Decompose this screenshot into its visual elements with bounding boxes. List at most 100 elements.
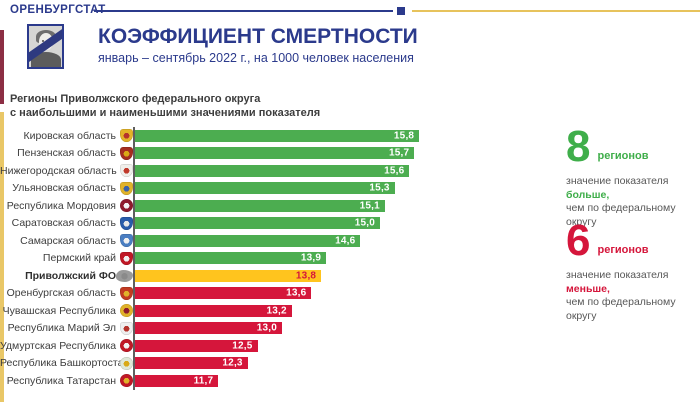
- bar-area: 13,0: [135, 320, 565, 338]
- chart-row: Республика Татарстан 11,7: [0, 372, 565, 390]
- bar-area: 15,0: [135, 215, 565, 233]
- region-label: Пензенская область: [17, 147, 116, 160]
- orenburgskaya-coat-of-arms-icon: [120, 286, 133, 300]
- section-heading-line2: с наибольшими и наименьшими значениями п…: [10, 107, 321, 119]
- chart-row: Республика Марий Эл 13,0: [0, 320, 565, 338]
- bar-area: 13,8: [135, 267, 565, 285]
- region-label: Республика Татарстан: [6, 374, 116, 387]
- chart-row: Чувашская Республика 13,2: [0, 302, 565, 320]
- bar-area: 11,7: [135, 372, 565, 390]
- stat-above-block: 8 регионов значение показателя больше, че…: [566, 125, 700, 229]
- samarskaya-coat-of-arms-icon: [120, 234, 133, 248]
- kirovskaya-coat-of-arms-icon: [120, 129, 133, 143]
- chart-row: Оренбургская область 13,6: [0, 285, 565, 303]
- header-rule-gold: [412, 10, 700, 12]
- bar-value-label: 15,0: [354, 217, 375, 229]
- region-label: Республика Мордовия: [6, 199, 116, 212]
- bar-value-label: 15,1: [359, 200, 380, 212]
- left-accent-stripe-bottom: [0, 112, 4, 402]
- brand-logo-text: ОРЕНБУРГСТАТ: [10, 4, 106, 16]
- nizhegorodskaya-coat-of-arms-icon: [120, 164, 133, 178]
- bar-area: 13,6: [135, 285, 565, 303]
- value-bar: 12,5: [135, 339, 258, 352]
- bar-chart: Кировская область 15,8 Пензенская область 1…: [0, 127, 565, 390]
- bar-value-label: 12,5: [232, 340, 253, 352]
- region-label: Пермский край: [42, 252, 116, 265]
- portrait-shoulders: [30, 52, 61, 67]
- page-title: КОЭФФИЦИЕНТ СМЕРТНОСТИ: [98, 25, 418, 48]
- region-label: Чувашская Республика: [2, 304, 116, 317]
- tatarstan-coat-of-arms-icon: [120, 374, 133, 388]
- bar-area: 15,7: [135, 145, 565, 163]
- bar-value-label: 14,6: [335, 235, 356, 247]
- bar-value-label: 15,3: [369, 182, 390, 194]
- stat-below-text2: чем по федеральному округу: [566, 296, 676, 322]
- left-accent-stripe-top: [0, 30, 4, 104]
- bar-area: 13,9: [135, 250, 565, 268]
- chart-row: Приволжский ФО 13,8: [0, 267, 565, 285]
- bar-area: 15,6: [135, 162, 565, 180]
- stat-below-description: значение показателя меньше, чем по федера…: [566, 269, 700, 323]
- value-bar: 14,6: [135, 234, 361, 247]
- stat-above-highlight: больше,: [566, 188, 610, 201]
- value-bar: 15,6: [135, 164, 410, 177]
- region-label: Республика Башкортостан: [0, 357, 130, 370]
- region-label: Республика Марий Эл: [7, 322, 116, 335]
- bar-value-label: 15,6: [384, 165, 405, 177]
- bar-area: 14,6: [135, 232, 565, 250]
- region-label: Нижегородская область: [0, 164, 117, 177]
- bar-area: 15,8: [135, 127, 565, 145]
- region-label: Приволжский ФО: [25, 269, 116, 282]
- section-heading-line1: Регионы Приволжского федерального округа: [10, 93, 261, 105]
- bar-value-label: 13,8: [295, 270, 317, 282]
- value-bar: 13,2: [135, 304, 292, 317]
- privolzhsky-fo-map-icon: [116, 269, 133, 282]
- stat-below-unit: регионов: [597, 244, 649, 256]
- bar-value-label: 11,7: [193, 375, 214, 387]
- stat-above-text1: значение показателя: [566, 175, 669, 187]
- page-subtitle: январь – сентябрь 2022 г., на 1000 челов…: [98, 51, 414, 65]
- chart-row: Ульяновская область 15,3: [0, 180, 565, 198]
- chuvashia-coat-of-arms-icon: [120, 304, 133, 318]
- header-rule-square: [397, 7, 405, 15]
- ulyanovskaya-coat-of-arms-icon: [120, 181, 133, 195]
- bar-value-label: 13,0: [256, 322, 277, 334]
- value-bar: 15,7: [135, 147, 415, 160]
- stat-below-text1: значение показателя: [566, 269, 669, 281]
- region-label: Кировская область: [23, 129, 116, 142]
- section-heading: Регионы Приволжского федерального округа…: [10, 92, 320, 120]
- chart-row: Самарская область 14,6: [0, 232, 565, 250]
- bar-value-label: 15,7: [389, 147, 410, 159]
- chart-axis-line: [133, 127, 135, 390]
- region-label: Ульяновская область: [12, 182, 116, 195]
- chart-row: Удмуртская Республика 12,5: [0, 337, 565, 355]
- bashkortostan-coat-of-arms-icon: [120, 356, 133, 370]
- chart-row: Республика Башкортостан 12,3: [0, 355, 565, 373]
- mordovia-coat-of-arms-icon: [120, 199, 133, 213]
- permsky-coat-of-arms-icon: [120, 251, 133, 265]
- bar-area: 15,3: [135, 180, 565, 198]
- value-bar: 13,8: [135, 269, 322, 282]
- bar-area: 12,3: [135, 355, 565, 373]
- chart-row: Кировская область 15,8: [0, 127, 565, 145]
- value-bar: 11,7: [135, 374, 219, 387]
- udmurtia-coat-of-arms-icon: [120, 339, 133, 353]
- saratovskaya-coat-of-arms-icon: [120, 216, 133, 230]
- value-bar: 15,0: [135, 217, 380, 230]
- bar-value-label: 13,2: [266, 305, 287, 317]
- value-bar: 13,0: [135, 322, 282, 335]
- stat-below-count: 6: [566, 216, 591, 265]
- stat-above-text2: чем по федеральному округу: [566, 202, 676, 228]
- bar-value-label: 13,6: [286, 287, 307, 299]
- value-bar: 15,3: [135, 182, 395, 195]
- region-label: Оренбургская область: [6, 287, 116, 300]
- header-rule-navy: [94, 10, 393, 12]
- bar-area: 13,2: [135, 302, 565, 320]
- value-bar: 12,3: [135, 357, 248, 370]
- region-label: Удмуртская Республика: [0, 339, 117, 352]
- bar-value-label: 15,8: [393, 130, 415, 142]
- stat-above-unit: регионов: [597, 150, 649, 162]
- mourning-portrait-icon: [27, 24, 64, 69]
- chart-row: Саратовская область 15,0: [0, 215, 565, 233]
